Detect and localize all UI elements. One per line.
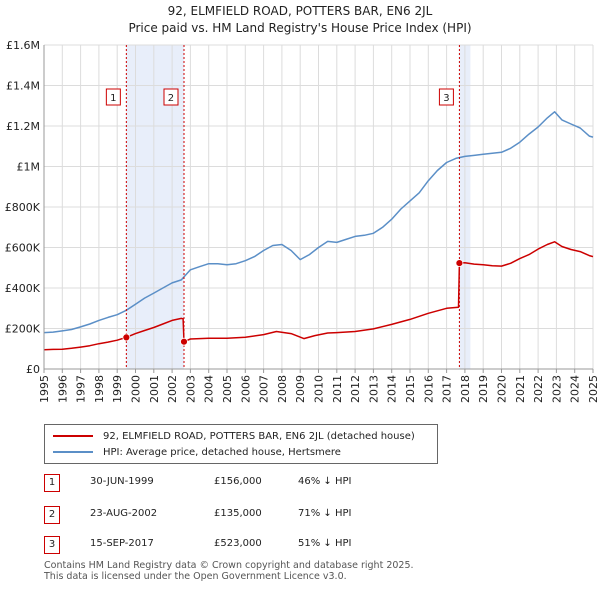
x-tick-label: 2005 <box>221 375 234 403</box>
legend-item-hpi: HPI: Average price, detached house, Hert… <box>53 444 341 460</box>
footer-licence: This data is licensed under the Open Gov… <box>44 571 347 582</box>
sale-date: 15-SEP-2017 <box>90 538 154 549</box>
x-tick-label: 1995 <box>38 375 51 403</box>
x-tick-label: 2015 <box>404 375 417 403</box>
sales-table-row: 3 15-SEP-2017 £523,000 51% ↓ HPI <box>44 536 444 556</box>
chart-title-line2: Price paid vs. HM Land Registry's House … <box>128 21 472 35</box>
x-tick-label: 2016 <box>422 375 435 403</box>
x-tick-label: 2009 <box>294 375 307 403</box>
legend-item-property: 92, ELMFIELD ROAD, POTTERS BAR, EN6 2JL … <box>53 428 415 444</box>
x-tick-label: 2019 <box>477 375 490 403</box>
x-tick-label: 2014 <box>386 375 399 403</box>
x-tick-label: 2013 <box>367 375 380 403</box>
x-tick-label: 2018 <box>459 375 472 403</box>
x-tick-label: 1996 <box>56 375 69 403</box>
y-tick-label: £1M <box>17 161 41 174</box>
sale-hpi-diff: 46% ↓ HPI <box>298 476 352 487</box>
legend-hpi-swatch <box>53 451 93 453</box>
sale-date: 23-AUG-2002 <box>90 508 158 519</box>
sale-price: £156,000 <box>214 476 262 487</box>
y-tick-label: £1.4M <box>6 80 40 93</box>
y-tick-label: £1.2M <box>6 120 40 133</box>
x-tick-label: 2025 <box>587 375 600 403</box>
sale-label-box <box>438 88 454 106</box>
y-tick-label: £0 <box>26 363 40 376</box>
sale-point <box>180 337 188 346</box>
x-tick-label: 2024 <box>569 375 582 403</box>
x-tick-label: 2008 <box>276 375 289 403</box>
sale-label-number: 1 <box>110 93 116 104</box>
sale-label-number: 2 <box>168 93 174 104</box>
x-tick-label: 2003 <box>184 375 197 403</box>
legend-property-label: 92, ELMFIELD ROAD, POTTERS BAR, EN6 2JL … <box>103 430 415 442</box>
x-tick-label: 2001 <box>148 375 161 403</box>
sales-table-row: 2 23-AUG-2002 £135,000 71% ↓ HPI <box>44 506 444 526</box>
x-tick-label: 2004 <box>203 375 216 403</box>
sale-label-box <box>105 88 121 106</box>
chart-title-line1: 92, ELMFIELD ROAD, POTTERS BAR, EN6 2JL <box>167 4 433 18</box>
sale-number-badge: 3 <box>44 536 60 554</box>
sale-marker-layer: 1 2 3 <box>105 45 464 369</box>
sale-number-badge: 2 <box>44 506 60 524</box>
x-tick-label: 2023 <box>550 375 563 403</box>
x-tick-label: 2000 <box>130 375 143 403</box>
x-tick-label: 2010 <box>313 375 326 403</box>
axis-layer: £0 £200K £400K £600K £800K £1M £1.2M £1.4M £1.6M… <box>5 39 600 403</box>
y-tick-label: £1.6M <box>6 39 40 52</box>
sale-label-number: 3 <box>443 93 449 104</box>
sale-price: £523,000 <box>214 538 262 549</box>
sale-label-box <box>163 88 179 106</box>
y-tick-label: £200K <box>5 323 41 336</box>
hpi-series-line <box>43 111 594 334</box>
sale-point <box>122 333 131 342</box>
x-tick-label: 2012 <box>349 375 362 403</box>
x-tick-label: 1999 <box>111 375 124 403</box>
x-tick-label: 1997 <box>75 375 88 403</box>
x-tick-label: 2006 <box>239 375 252 403</box>
sale-number-badge: 1 <box>44 474 60 492</box>
x-tick-label: 2020 <box>496 375 509 403</box>
legend: 92, ELMFIELD ROAD, POTTERS BAR, EN6 2JL … <box>44 424 438 464</box>
legend-hpi-label: HPI: Average price, detached house, Hert… <box>103 446 341 458</box>
x-tick-label: 2022 <box>532 375 545 403</box>
sale-date: 30-JUN-1999 <box>90 476 154 487</box>
footer-copyright: Contains HM Land Registry data © Crown c… <box>44 560 414 571</box>
sale-hpi-diff: 51% ↓ HPI <box>298 538 352 549</box>
y-tick-label: £600K <box>5 242 41 255</box>
sale-price: £135,000 <box>214 508 262 519</box>
footer: Contains HM Land Registry data © Crown c… <box>44 560 414 582</box>
x-tick-label: 2007 <box>258 375 271 403</box>
sale-point <box>455 259 464 267</box>
x-tick-label: 2021 <box>514 375 527 403</box>
y-tick-label: £400K <box>5 282 41 295</box>
sales-table-row: 1 30-JUN-1999 £156,000 46% ↓ HPI <box>44 474 444 494</box>
x-tick-label: 1998 <box>93 375 106 403</box>
sale-hpi-diff: 71% ↓ HPI <box>298 508 352 519</box>
x-tick-label: 2017 <box>441 375 454 403</box>
x-tick-label: 2002 <box>166 375 179 403</box>
x-tick-label: 2011 <box>331 375 344 403</box>
y-tick-label: £800K <box>5 201 41 214</box>
legend-property-swatch <box>53 435 93 437</box>
